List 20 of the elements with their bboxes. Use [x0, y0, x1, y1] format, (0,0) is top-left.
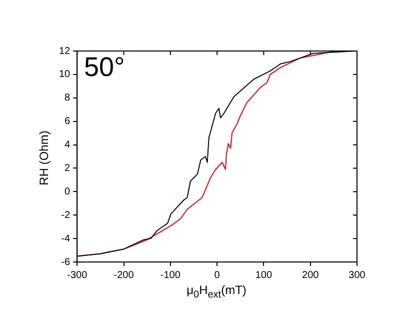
y-axis-title: RH (Ohm) [37, 130, 51, 186]
y-tick-label: 6 [64, 116, 71, 128]
x-tick-label: 200 [302, 270, 320, 281]
y-tick-label: -4 [61, 233, 71, 244]
y-tick-label: -6 [61, 256, 71, 268]
y-tick-label: -2 [61, 210, 71, 221]
y-tick-label: 8 [64, 92, 71, 104]
x-tick-label: -100 [160, 270, 181, 281]
y-tick-label: 12 [59, 46, 71, 57]
y-tick-label: 0 [64, 186, 71, 198]
y-tick-label: 4 [64, 140, 71, 151]
x-axis-title: μ$_{0}$H$_{ext}$(mT) [186, 283, 248, 300]
y-tick-label: 2 [64, 162, 71, 174]
y-tick-label: 10 [59, 69, 71, 80]
x-tick-label: 0 [214, 270, 220, 281]
x-tick-label: 300 [348, 270, 366, 281]
x-tick-label: -200 [114, 270, 134, 281]
x-tick-label: 100 [255, 270, 272, 281]
annotation: 50° [84, 52, 125, 83]
x-tick-label: -300 [67, 270, 88, 281]
